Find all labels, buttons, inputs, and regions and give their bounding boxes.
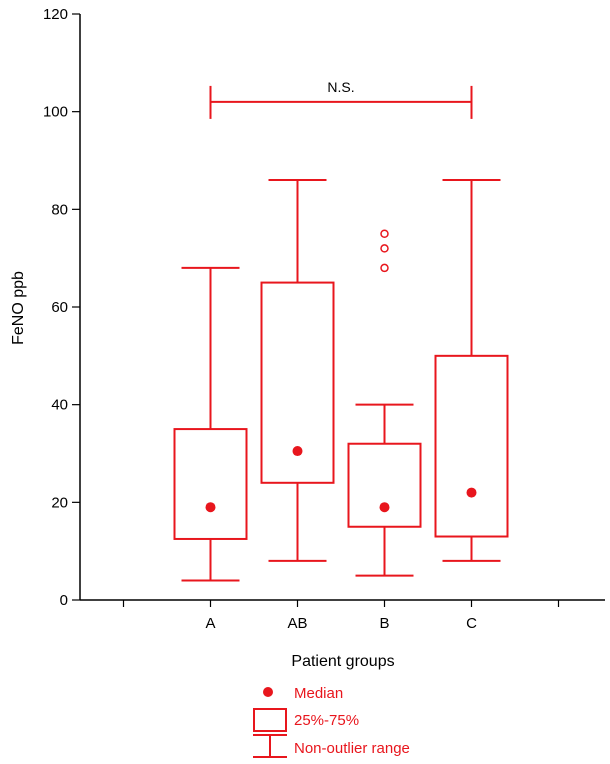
- x-tick-label-AB: AB: [287, 615, 307, 632]
- y-tick-label-20: 20: [51, 494, 68, 511]
- iqr-box-A: [173, 428, 248, 540]
- box-AB: [260, 179, 335, 562]
- box-C: [434, 179, 509, 562]
- outlier-B-1: [380, 244, 389, 253]
- y-axis-title: FeNO ppb: [10, 271, 27, 345]
- x-tick-label-B: B: [379, 615, 389, 632]
- legend-box-marker: [253, 708, 287, 732]
- legend-median-marker: [263, 687, 273, 697]
- y-tick-label-120: 120: [43, 6, 68, 23]
- y-tick-label-80: 80: [51, 201, 68, 218]
- y-tick-label-60: 60: [51, 299, 68, 316]
- y-tick-label-100: 100: [43, 104, 68, 121]
- box-A: [173, 266, 248, 582]
- legend-box-label: 25%-75%: [294, 712, 359, 729]
- x-axis-title: Patient groups: [291, 653, 394, 670]
- x-tick-label-C: C: [466, 615, 477, 632]
- outlier-B-0: [380, 263, 389, 273]
- median-point-AB: [292, 446, 303, 457]
- y-tick-label-40: 40: [51, 397, 68, 414]
- iqr-box-B: [347, 442, 422, 528]
- iqr-box-AB: [260, 281, 335, 484]
- legend-range-marker: [253, 734, 287, 758]
- median-point-A: [205, 502, 216, 513]
- legend: Median 25%-75% Non-outlier range: [253, 685, 410, 758]
- bracket-label: N.S.: [327, 79, 354, 95]
- box-series: [173, 179, 509, 582]
- y-tick-label-0: 0: [60, 592, 68, 609]
- legend-median-label: Median: [294, 685, 343, 702]
- median-point-C: [466, 487, 477, 498]
- box-B: [347, 229, 422, 577]
- x-tick-label-A: A: [205, 615, 215, 632]
- x-ticks: A AB B C: [122, 600, 560, 632]
- outlier-B-2: [380, 229, 389, 238]
- legend-range-label: Non-outlier range: [294, 740, 410, 757]
- y-ticks: 0 20 40 60 80 100 120: [43, 6, 80, 609]
- iqr-box-C: [434, 354, 509, 538]
- significance-bracket: N.S.: [209, 79, 473, 119]
- median-point-B: [379, 502, 390, 513]
